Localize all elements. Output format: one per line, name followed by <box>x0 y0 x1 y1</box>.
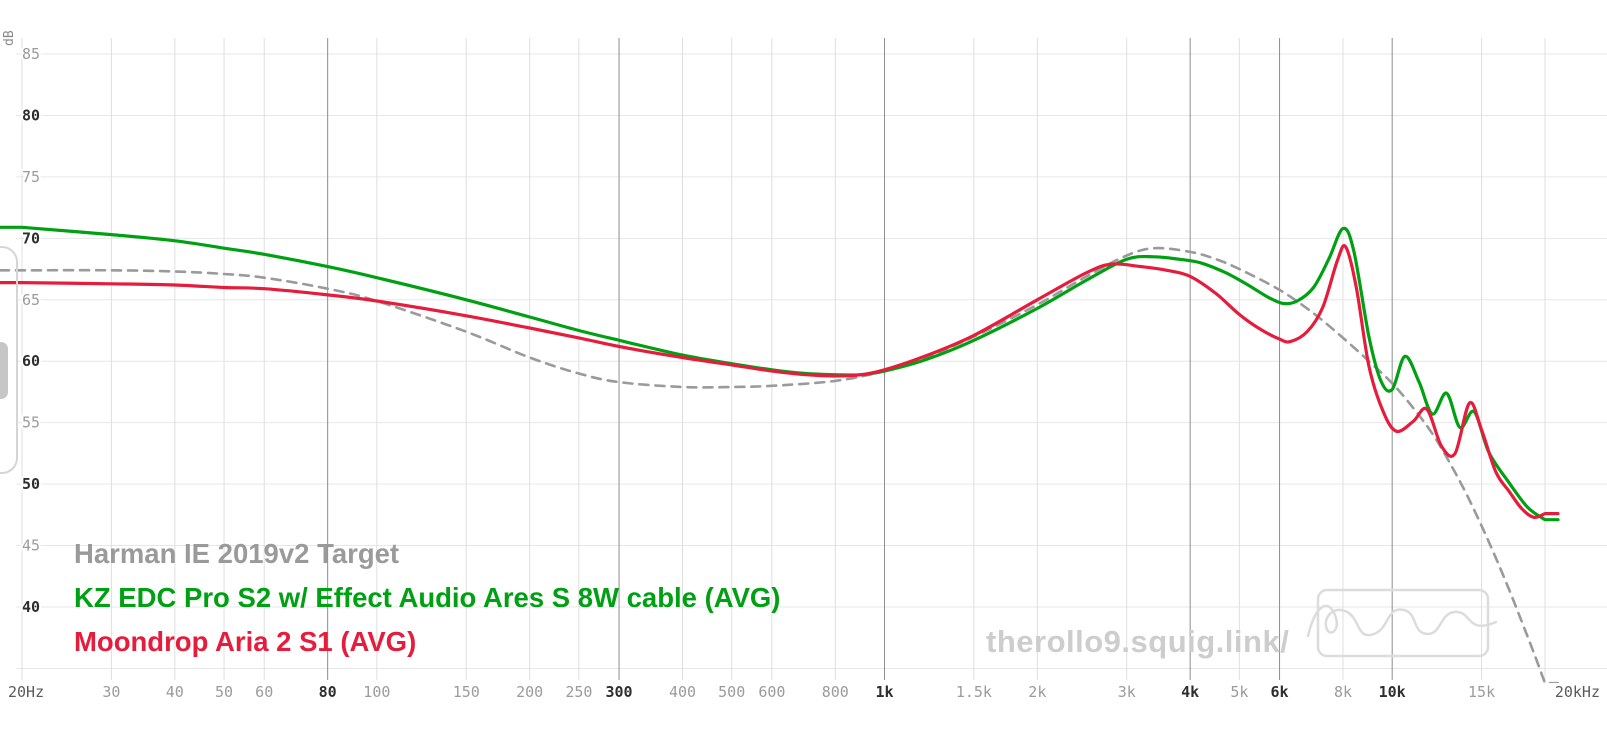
curve-moondrop-aria-2 <box>0 244 1560 519</box>
squig-logo-squiggle <box>1306 604 1498 638</box>
y-tick-label: 60 <box>22 352 40 370</box>
y-tick-label: 55 <box>22 414 40 432</box>
x-tick-label: 1.5k <box>956 683 992 701</box>
y-tick-label: 40 <box>22 598 40 616</box>
x-tick-label: 100 <box>363 683 390 701</box>
curve-harman-target <box>0 246 1560 683</box>
x-tick-label: 200 <box>516 683 543 701</box>
x-tick-label: 150 <box>453 683 480 701</box>
x-tick-label: 60 <box>255 683 273 701</box>
x-tick-label: 8k <box>1334 683 1352 701</box>
x-tick-label: 15k <box>1468 683 1495 701</box>
legend-item-kz-edc-pro-s2: KZ EDC Pro S2 w/ Effect Audio Ares S 8W … <box>74 582 781 613</box>
y-axis-labels: 85 80 75 70 65 60 55 50 45 40 <box>20 43 42 618</box>
x-tick-label: 300 <box>606 683 633 701</box>
x-tick-label: 20kHz <box>1555 683 1600 701</box>
db-axis-label: dB <box>2 30 17 46</box>
y-tick-label: 50 <box>22 475 40 493</box>
x-tick-label: 800 <box>822 683 849 701</box>
x-tick-label: 500 <box>718 683 745 701</box>
x-tick-label: 2k <box>1028 683 1046 701</box>
squig-logo-frame <box>1316 588 1490 658</box>
x-axis-labels: 20Hz 30 40 50 60 80 100 150 200 250 300 400 500 600 80… <box>6 681 1602 703</box>
x-tick-label: 400 <box>669 683 696 701</box>
x-tick-label: 3k <box>1118 683 1136 701</box>
x-tick-label: 4k <box>1181 683 1199 701</box>
x-tick-label: 50 <box>215 683 233 701</box>
gridlines <box>16 38 1607 680</box>
panel-drag-handle[interactable] <box>0 342 8 399</box>
x-tick-label: 5k <box>1230 683 1248 701</box>
x-tick-label: 10k <box>1379 683 1406 701</box>
watermark: therollo9.squig.link/ <box>986 624 1290 659</box>
curves <box>0 225 1560 683</box>
x-tick-label: 30 <box>102 683 120 701</box>
legend-item-harman-target: Harman IE 2019v2 Target <box>74 538 400 569</box>
x-tick-label: 40 <box>166 683 184 701</box>
curve-kz-edc-pro-s2 <box>0 225 1560 522</box>
y-tick-label: 70 <box>22 229 40 247</box>
y-tick-label: 85 <box>22 45 40 63</box>
squig-logo <box>1306 588 1498 658</box>
x-tick-label: 1k <box>875 683 893 701</box>
legend: Harman IE 2019v2 Target KZ EDC Pro S2 w/… <box>74 532 780 664</box>
legend-item-moondrop-aria-2: Moondrop Aria 2 S1 (AVG) <box>74 626 417 657</box>
y-tick-label: 45 <box>22 537 40 555</box>
y-tick-label: 75 <box>22 168 40 186</box>
x-tick-label: 6k <box>1271 683 1289 701</box>
x-tick-label: 250 <box>565 683 592 701</box>
y-tick-label: 80 <box>22 106 40 124</box>
x-tick-label: 20Hz <box>8 683 44 701</box>
x-tick-label: 80 <box>319 683 337 701</box>
x-tick-label: 600 <box>758 683 785 701</box>
y-tick-label: 65 <box>22 291 40 309</box>
